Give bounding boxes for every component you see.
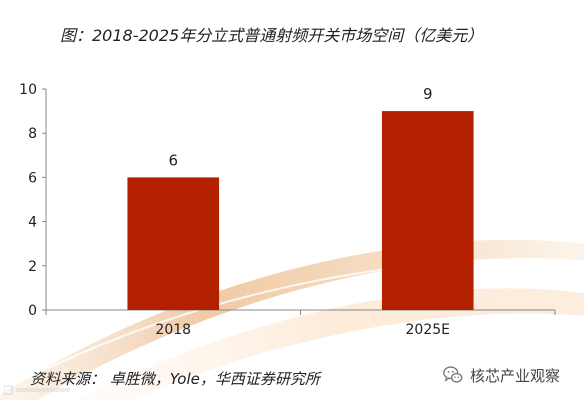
chart-title: 图：2018-2025年分立式普通射频开关市场空间（亿美元）: [60, 26, 484, 45]
x-tick-label: 2018: [155, 322, 191, 338]
data-label: 6: [168, 151, 178, 169]
x-tick-label: 2025E: [406, 322, 450, 338]
wechat-icon: [443, 366, 463, 383]
plot-area: 0 2 4 6 8 10 6 2018 9 2025E: [19, 82, 556, 338]
bar-2018: [127, 177, 220, 310]
y-tick-label: 10: [19, 82, 37, 98]
swoosh-band-dark: [0, 239, 584, 400]
swoosh-highlight-line: [0, 258, 584, 393]
data-label: 9: [423, 85, 433, 103]
watermark: 核芯产业观察: [437, 362, 568, 388]
bar-2025E: [381, 111, 474, 310]
source-note: 资料来源： 卓胜微，Yole，华西证券研究所: [30, 370, 320, 388]
background-swoosh: [0, 239, 584, 400]
y-tick-label: 8: [28, 126, 37, 142]
watermark-text: 核芯产业观察: [469, 366, 560, 385]
y-tick-label: 2: [28, 259, 37, 275]
corner-logo-mark: [4, 385, 70, 395]
y-tick-label: 0: [28, 303, 37, 319]
swoosh-band-light: [78, 288, 584, 400]
y-tick-label: 6: [28, 170, 37, 186]
y-tick-label: 4: [28, 215, 37, 231]
